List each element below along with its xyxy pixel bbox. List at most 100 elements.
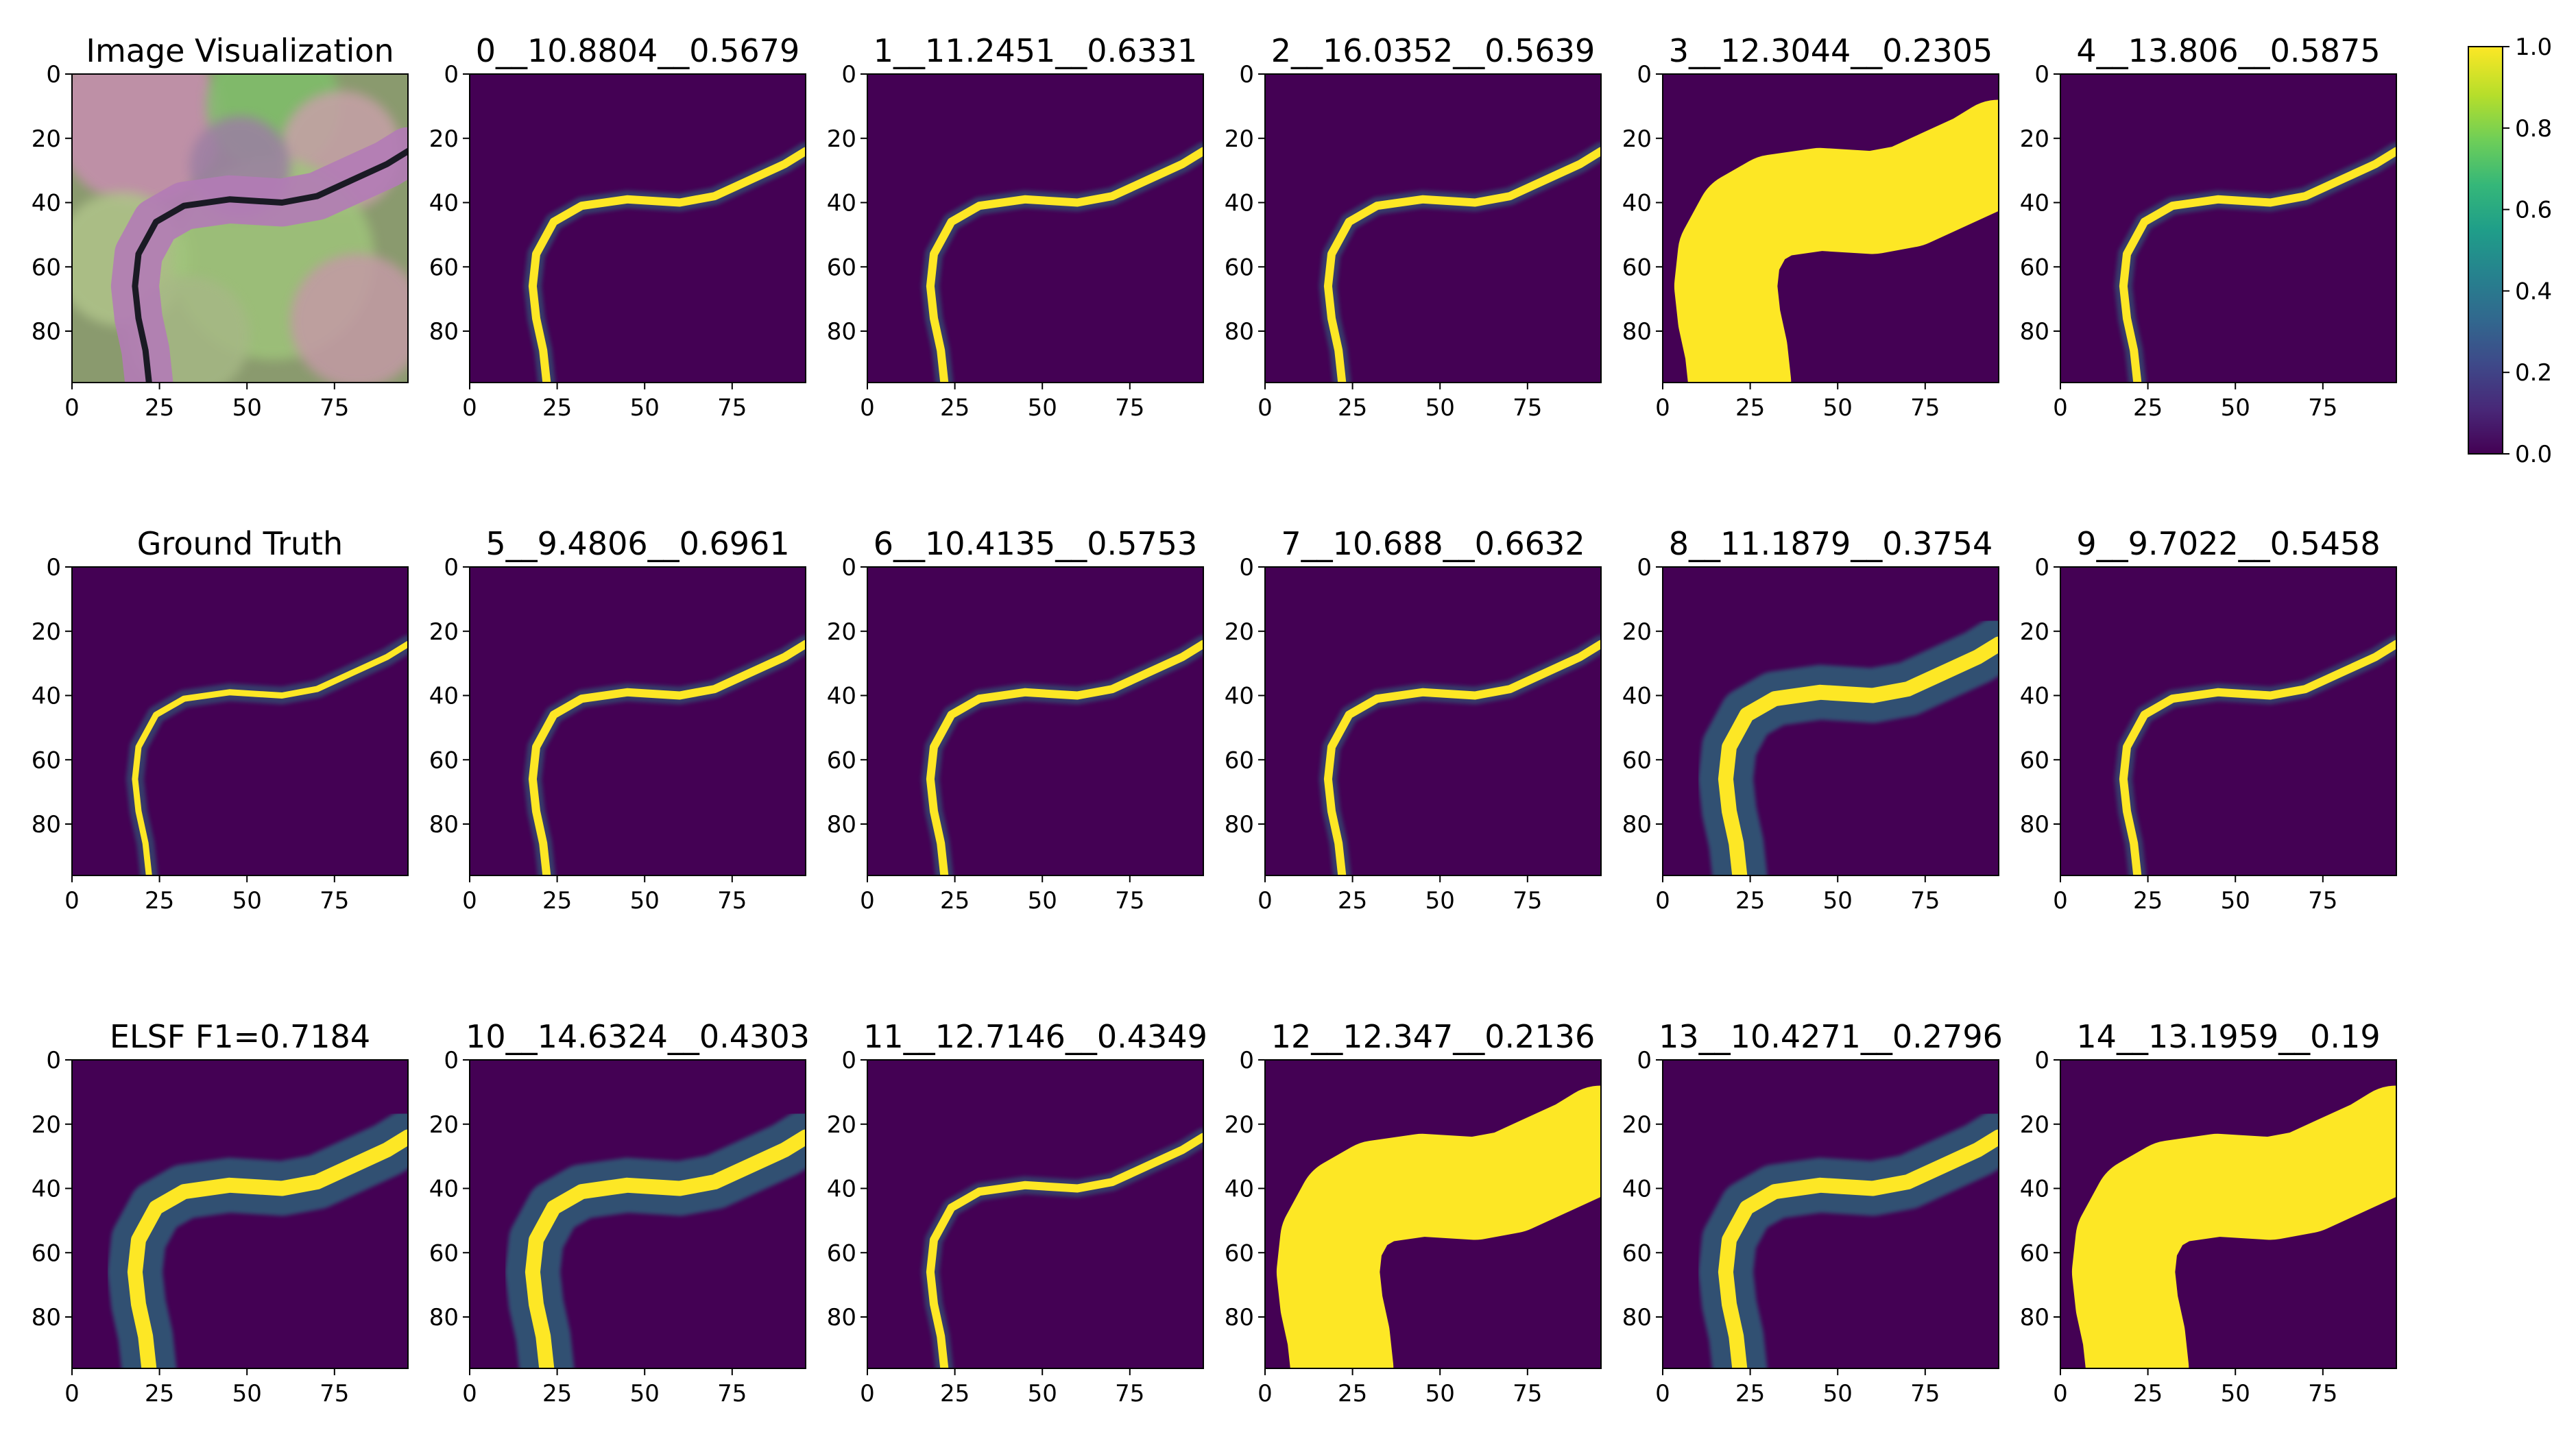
- water-mask: [926, 640, 1203, 875]
- y-tick-label: 0: [46, 554, 61, 581]
- x-tick-label: 25: [542, 887, 572, 915]
- y-tick-label: 20: [827, 125, 856, 153]
- x-tick-label: 75: [2308, 887, 2337, 915]
- panel-title: Image Visualization: [86, 32, 394, 69]
- y-tick-label: 80: [1225, 811, 1254, 838]
- panel: 4__13.806__0.5875 0 25 50 75 0 20 40 60 80: [2020, 32, 2397, 422]
- panel-title: 4__13.806__0.5875: [2076, 32, 2380, 69]
- water-mask: [2071, 1085, 2396, 1368]
- x-tick-label: 75: [1910, 1380, 1940, 1407]
- heatmap-image: [1663, 567, 1999, 875]
- panel: 5__9.4806__0.6961 0 25 50 75 0 20 40 60 80: [429, 525, 806, 915]
- y-tick-label: 80: [429, 811, 459, 838]
- y-tick-label: 60: [2020, 254, 2049, 281]
- y-tick-label: 60: [1225, 747, 1254, 774]
- axes-frame: [1264, 73, 1602, 383]
- axes-frame: [469, 1059, 806, 1369]
- panel: 9__9.7022__0.5458 0 25 50 75 0 20 40 60 80: [2020, 525, 2397, 915]
- water-mask: [1674, 99, 1999, 383]
- x-tick-label: 25: [1735, 1380, 1765, 1407]
- y-tick-label: 20: [1225, 125, 1254, 153]
- y-tick-label: 40: [827, 683, 856, 710]
- y-tick-label: 0: [841, 554, 856, 581]
- axes-frame: [71, 566, 409, 876]
- water-mask: [926, 1133, 1203, 1368]
- x-tick-label: 25: [1735, 394, 1765, 422]
- heatmap-image: [2060, 567, 2396, 875]
- panel-title: 9__9.7022__0.5458: [2076, 525, 2380, 562]
- y-tick-label: 0: [2034, 1047, 2049, 1074]
- panel: Ground Truth 0 25 50 75 0 20 40 60 80: [32, 525, 409, 915]
- panel-title: 8__11.1879__0.3754: [1669, 525, 1993, 562]
- x-tick-label: 75: [2308, 394, 2337, 422]
- y-tick-label: 0: [841, 1047, 856, 1074]
- axes-frame: [867, 73, 1204, 383]
- heatmap-background: [867, 74, 1203, 383]
- y-tick-label: 40: [1225, 683, 1254, 710]
- panel-title: 10__14.6324__0.4303: [466, 1018, 810, 1055]
- water-mask: [1718, 1129, 1999, 1368]
- x-tick-label: 25: [940, 1380, 970, 1407]
- axes-frame: [867, 1059, 1204, 1369]
- x-tick-label: 0: [860, 394, 875, 422]
- x-tick-label: 0: [2053, 887, 2068, 915]
- x-tick-label: 0: [1655, 1380, 1670, 1407]
- y-tick-label: 0: [444, 1047, 459, 1074]
- y-tick-label: 20: [2020, 1111, 2049, 1139]
- panel: 12__12.347__0.2136 0 25 50 75 0 20 40 60 80: [1225, 1018, 1602, 1407]
- y-tick-label: 0: [1239, 61, 1254, 88]
- y-tick-label: 40: [32, 1176, 61, 1203]
- water-mask: [525, 1129, 806, 1368]
- x-tick-label: 50: [1028, 1380, 1057, 1407]
- y-tick-label: 40: [827, 190, 856, 217]
- colorbar: 0.0 0.2 0.4 0.6 0.8 1.0: [2468, 34, 2552, 468]
- heatmap-image: [470, 74, 806, 383]
- y-tick-label: 40: [2020, 190, 2049, 217]
- axes-frame: [71, 73, 409, 383]
- y-tick-label: 0: [1637, 1047, 1652, 1074]
- x-tick-label: 25: [2133, 1380, 2163, 1407]
- colorbar-tick-label: 0.2: [2515, 359, 2552, 387]
- y-tick-label: 80: [1622, 811, 1652, 838]
- y-tick-label: 40: [827, 1176, 856, 1203]
- panel: 14__13.1959__0.19 0 25 50 75 0 20 40 60 80: [2020, 1018, 2397, 1407]
- x-tick-label: 75: [1910, 887, 1940, 915]
- y-tick-label: 20: [2020, 618, 2049, 646]
- x-tick-label: 75: [1910, 394, 1940, 422]
- colorbar-tick-label: 1.0: [2515, 34, 2552, 61]
- x-tick-label: 0: [2053, 1380, 2068, 1407]
- water-mask: [2119, 640, 2396, 875]
- y-tick-label: 0: [1637, 554, 1652, 581]
- y-tick-label: 20: [429, 125, 459, 153]
- panel-title: Ground Truth: [137, 525, 343, 562]
- y-tick-label: 40: [2020, 683, 2049, 710]
- x-tick-label: 75: [320, 394, 349, 422]
- x-tick-label: 25: [145, 394, 174, 422]
- x-tick-label: 50: [1028, 394, 1057, 422]
- y-tick-label: 20: [1225, 1111, 1254, 1139]
- water-mask: [127, 1129, 408, 1368]
- y-tick-label: 40: [32, 683, 61, 710]
- colorbar-tick-label: 0.8: [2515, 115, 2552, 143]
- x-tick-label: 75: [717, 1380, 747, 1407]
- heatmap-image: [72, 74, 408, 383]
- heatmap-background: [867, 567, 1203, 875]
- rgb-texture: [290, 254, 408, 383]
- y-tick-label: 0: [444, 554, 459, 581]
- x-tick-label: 0: [462, 394, 477, 422]
- heatmap-background: [2060, 567, 2396, 875]
- x-tick-label: 25: [1338, 1380, 1367, 1407]
- y-tick-label: 20: [429, 618, 459, 646]
- rgb-texture: [72, 74, 224, 204]
- y-tick-label: 80: [827, 1304, 856, 1331]
- axes-frame: [469, 73, 806, 383]
- x-tick-label: 50: [232, 887, 262, 915]
- heatmap-background: [1265, 567, 1601, 875]
- x-tick-label: 50: [2221, 887, 2250, 915]
- heatmap-image: [1265, 567, 1601, 875]
- y-tick-label: 60: [2020, 747, 2049, 774]
- panel-title: 7__10.688__0.6632: [1281, 525, 1585, 562]
- y-tick-label: 0: [2034, 554, 2049, 581]
